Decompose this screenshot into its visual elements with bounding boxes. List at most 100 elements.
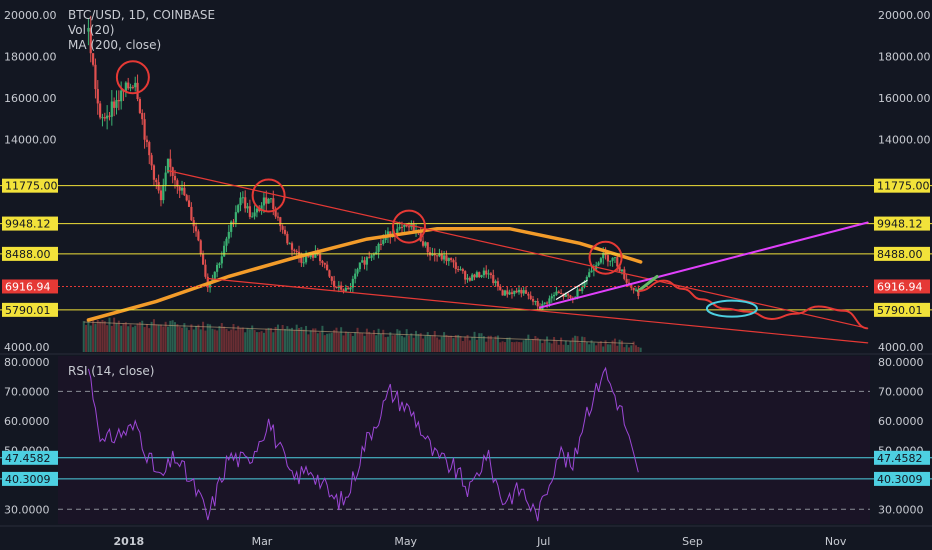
- volume-bar: [141, 320, 144, 352]
- candle-body: [611, 257, 614, 261]
- rsi-tick-left: 30.0000: [4, 503, 50, 516]
- candle-body: [637, 289, 640, 297]
- candle-body: [452, 260, 455, 263]
- candle-body: [99, 103, 102, 118]
- volume-bar: [592, 342, 595, 352]
- volume-bar: [396, 329, 399, 352]
- candle-body: [166, 158, 170, 173]
- volume-bar: [279, 329, 282, 352]
- time-axis-label: May: [394, 535, 417, 548]
- candle-body: [618, 266, 621, 272]
- candle-body: [269, 198, 273, 200]
- candle-body: [244, 197, 247, 209]
- candle-body: [501, 290, 504, 296]
- candle-body: [503, 290, 507, 296]
- volume-bar: [503, 342, 506, 352]
- candle-body: [487, 273, 490, 275]
- volume-bar: [291, 327, 294, 352]
- price-tick-right: 20000.00: [878, 9, 931, 22]
- volume-bar: [288, 328, 291, 352]
- volume-bar: [131, 327, 134, 352]
- volume-bar: [382, 329, 385, 352]
- candle-body: [384, 237, 387, 241]
- volume-bar: [422, 338, 425, 352]
- volume-bar: [262, 332, 265, 352]
- chart-title[interactable]: BTC/USD, 1D, COINBASE: [68, 8, 216, 22]
- candle-body: [475, 272, 478, 278]
- candle-body: [440, 253, 443, 260]
- candle-body: [216, 265, 219, 272]
- volume-bar: [606, 344, 609, 352]
- volume-bar: [370, 333, 373, 352]
- candle-body: [623, 269, 626, 279]
- candle-body: [347, 287, 350, 290]
- candle-body: [318, 254, 322, 262]
- volume-bar: [515, 341, 518, 352]
- price-pane-legend: BTC/USD, 1D, COINBASE Vol (20) MA (200, …: [68, 8, 215, 53]
- candle-body: [529, 295, 532, 300]
- volume-bar: [82, 321, 85, 352]
- candle-body: [115, 100, 118, 108]
- volume-bar: [211, 328, 214, 352]
- candle-body: [632, 287, 635, 291]
- volume-bar: [393, 335, 396, 352]
- candle-body: [340, 285, 343, 290]
- candle-body: [473, 274, 476, 278]
- volume-bar: [550, 343, 553, 352]
- volume-bar: [578, 342, 581, 352]
- candle-body: [314, 251, 317, 258]
- volume-bar: [150, 321, 153, 352]
- volume-bar: [438, 339, 441, 352]
- level-label-left: 5790.01: [5, 304, 51, 317]
- volume-bar: [340, 327, 343, 352]
- candle-body: [190, 206, 193, 221]
- candle-body: [129, 86, 132, 89]
- volume-indicator-label[interactable]: Vol (20): [68, 23, 115, 37]
- candle-body: [461, 269, 464, 272]
- candle-body: [150, 155, 153, 166]
- candle-body: [613, 257, 617, 259]
- candle-body: [609, 260, 612, 262]
- candle-body: [471, 274, 474, 281]
- volume-bar: [101, 320, 104, 352]
- candle-body: [148, 142, 151, 156]
- rsi-indicator-label[interactable]: RSI (14, close): [68, 364, 155, 378]
- level-label-right-bg: [874, 246, 930, 261]
- candle-body: [527, 293, 530, 296]
- volume-bar: [527, 334, 530, 352]
- level-label-left: 11775.00: [5, 180, 58, 193]
- volume-bar: [412, 337, 415, 352]
- candle-body: [506, 290, 509, 295]
- candle-body: [157, 182, 160, 191]
- candle-body: [480, 275, 483, 278]
- volume-bar: [632, 341, 635, 352]
- candle-body: [510, 292, 514, 294]
- volume-bar: [169, 320, 172, 352]
- level-label-right: 11775.00: [877, 180, 930, 193]
- volume-bar: [625, 344, 628, 352]
- volume-bar: [405, 329, 408, 352]
- volume-bar: [571, 337, 574, 352]
- volume-bar: [609, 344, 612, 352]
- rsi-tick-left: 60.0000: [4, 415, 50, 428]
- marked-circle: [588, 240, 623, 275]
- candle-body: [361, 260, 364, 263]
- volume-bar: [330, 332, 333, 352]
- candle-body: [421, 241, 425, 246]
- volume-bar: [145, 323, 148, 352]
- candle-body: [545, 302, 549, 304]
- volume-bar: [248, 329, 251, 352]
- price-tick-left: 18000.00: [4, 51, 57, 64]
- volume-bar: [117, 320, 120, 352]
- rsi-highlight-label-left: 47.4582: [5, 452, 51, 465]
- candle-body: [438, 253, 441, 257]
- candle-body: [407, 226, 411, 228]
- candle-body: [457, 269, 460, 271]
- volume-bar: [157, 324, 160, 352]
- candle-body: [300, 256, 303, 263]
- candle-body: [173, 176, 177, 181]
- candle-body: [248, 206, 251, 217]
- ma-indicator-label[interactable]: MA (200, close): [68, 38, 162, 52]
- candle-body: [169, 158, 172, 168]
- price-tick-left: 16000.00: [4, 92, 57, 105]
